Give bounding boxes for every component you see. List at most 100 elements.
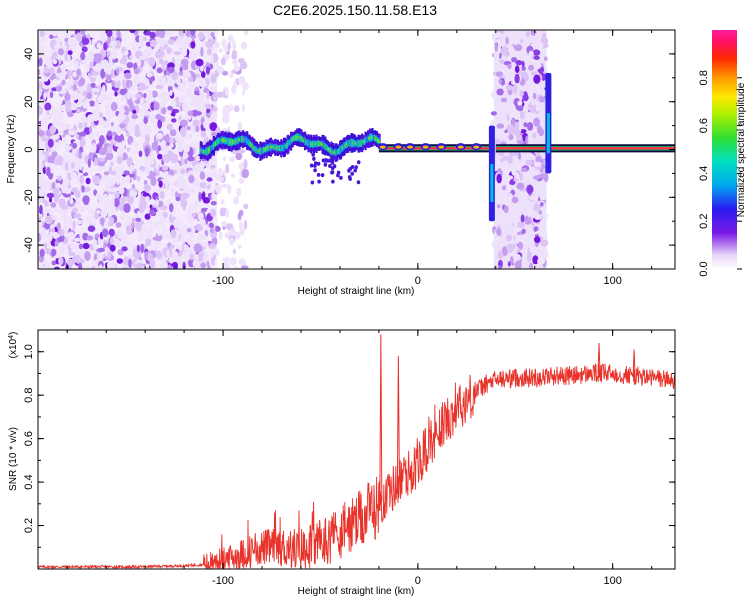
heatmap-cell — [68, 159, 73, 164]
heatmap-cell — [240, 135, 243, 143]
heatmap-cell — [143, 265, 147, 269]
snr-spike — [379, 334, 383, 502]
heatmap-cell — [513, 128, 521, 136]
heatmap-cell — [324, 158, 328, 163]
heatmap-cell — [98, 180, 103, 186]
snr-panel: -100 0 100 0.2 0.4 0.6 0.8 1.0 Height of straig… — [8, 329, 676, 597]
heatmap-cell — [224, 232, 229, 239]
heatmap-y-tick-label: -20 — [23, 189, 35, 205]
colorbar: 0.0 0.2 0.4 0.6 0.8 Normalized spectral ampl… — [698, 30, 747, 277]
heatmap-cell — [376, 138, 379, 142]
heatmap-cell — [87, 72, 92, 78]
heatmap-cell — [517, 100, 523, 106]
heatmap-cell — [493, 32, 502, 39]
heatmap-cell — [186, 228, 192, 233]
heatmap-cell — [533, 62, 542, 70]
heatmap-cell — [91, 38, 96, 46]
heatmap-cell — [105, 72, 112, 83]
heatmap-cell — [102, 85, 106, 94]
heatmap-cell — [150, 176, 157, 187]
heatmap-cell — [40, 229, 47, 240]
heatmap-cell — [65, 100, 72, 109]
heatmap-cell — [519, 171, 523, 182]
heatmap-cell — [158, 49, 165, 58]
heatmap-cell — [332, 151, 335, 154]
heatmap-spike-core — [490, 163, 494, 203]
heatmap-cell — [117, 249, 124, 256]
heatmap-cell — [38, 68, 41, 76]
heatmap-cell — [158, 58, 164, 65]
heatmap-cell — [63, 137, 67, 146]
heatmap-cell — [505, 234, 513, 242]
heatmap-cell — [110, 177, 117, 186]
heatmap-cell — [529, 247, 535, 253]
heatmap-cell — [516, 136, 523, 141]
heatmap-cell — [176, 37, 184, 46]
heatmap-cell — [91, 260, 98, 265]
heatmap-cell — [62, 63, 66, 74]
heatmap-cell — [224, 139, 226, 142]
heatmap-cell — [124, 222, 128, 227]
heatmap-cell — [139, 97, 144, 105]
heatmap-cell — [94, 101, 100, 108]
heatmap-cell — [514, 65, 520, 73]
heatmap-cell — [175, 96, 180, 103]
heatmap-cell — [533, 161, 542, 167]
heatmap-cell — [160, 205, 168, 211]
heatmap-cell — [438, 145, 445, 149]
heatmap-cell — [159, 216, 166, 223]
heatmap-cell — [139, 204, 145, 214]
heatmap-cell — [262, 146, 265, 154]
heatmap-y-tick-label: 0 — [23, 146, 35, 152]
heatmap-cell — [201, 71, 206, 78]
heatmap-cell — [206, 108, 211, 114]
heatmap-cell — [181, 128, 187, 138]
heatmap-cell — [78, 122, 83, 130]
heatmap-cell — [158, 180, 163, 188]
heatmap-cell — [514, 44, 523, 52]
snr-x-tick-label: -100 — [212, 575, 234, 587]
heatmap-cell — [210, 201, 217, 206]
heatmap-cell — [533, 117, 540, 127]
heatmap-cell — [109, 237, 114, 245]
heatmap-cell — [170, 229, 177, 238]
heatmap-cell — [214, 41, 221, 49]
heatmap-cell — [536, 30, 541, 37]
heatmap-cell — [229, 256, 237, 266]
heatmap-cell — [68, 219, 73, 228]
heatmap-cell — [199, 182, 207, 189]
heatmap-cell — [42, 85, 50, 90]
heatmap-cell — [77, 79, 84, 88]
heatmap-cell — [103, 193, 108, 200]
heatmap-cell — [224, 47, 229, 53]
heatmap-cell — [328, 148, 331, 152]
heatmap-cell — [176, 166, 181, 177]
heatmap-cell — [189, 203, 195, 212]
heatmap-cell — [229, 72, 234, 79]
heatmap-cell — [407, 145, 414, 149]
heatmap-cell — [204, 103, 212, 109]
heatmap-cell — [84, 251, 91, 261]
heatmap-cell — [239, 138, 241, 142]
heatmap-cell — [98, 264, 103, 269]
heatmap-cell — [240, 265, 249, 269]
heatmap-cell — [155, 211, 161, 216]
heatmap-cell — [170, 137, 175, 144]
heatmap-cell — [177, 189, 185, 194]
heatmap-cell — [287, 139, 290, 149]
heatmap-cell — [316, 172, 321, 177]
heatmap-cell — [237, 121, 242, 131]
heatmap-cell — [493, 51, 500, 60]
heatmap-cell — [526, 184, 534, 194]
heatmap-cell — [507, 45, 515, 55]
colorbar-tick-label: 0.0 — [698, 261, 710, 276]
heatmap-cell — [518, 118, 522, 128]
heatmap-cell — [241, 104, 245, 113]
heatmap-cell — [52, 52, 57, 59]
heatmap-cell — [49, 91, 54, 99]
heatmap-cell — [104, 199, 112, 208]
heatmap-cell — [220, 138, 223, 142]
heatmap-cell — [81, 151, 86, 158]
heatmap-cell — [67, 231, 75, 241]
heatmap-cell — [136, 176, 141, 182]
